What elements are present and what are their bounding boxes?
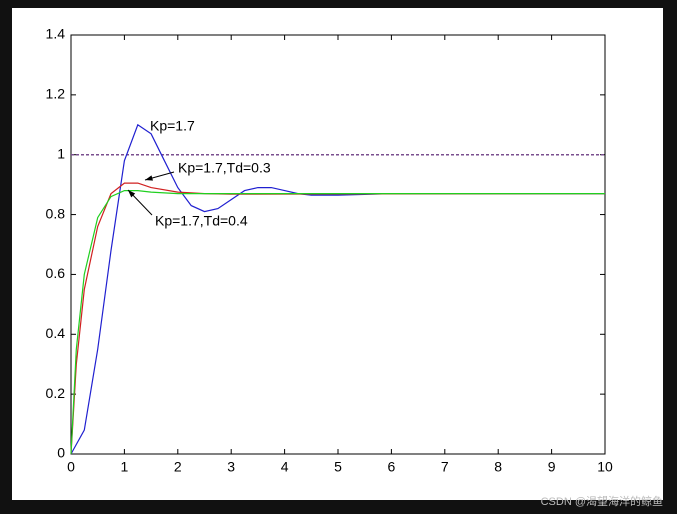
annotation-arrowhead	[128, 190, 136, 198]
x-tick-label: 8	[494, 459, 502, 475]
watermark: CSDN @渴望海洋的鲸鱼	[541, 494, 663, 508]
line-series	[70, 123, 605, 455]
x-tick-label: 5	[334, 459, 342, 475]
x-tick-label: 7	[441, 459, 449, 475]
x-tick-label: 4	[281, 459, 289, 475]
x-tick-label: 0	[67, 459, 75, 475]
x-tick-label: 3	[227, 459, 235, 475]
annotation: Kp=1.7	[150, 118, 195, 134]
line-series	[70, 190, 605, 455]
x-tick-label: 6	[388, 459, 396, 475]
plot-frame	[70, 34, 606, 455]
y-tick-label: 0.2	[46, 385, 66, 401]
annotation-arrowhead	[145, 175, 153, 181]
x-tick-label: 1	[121, 459, 129, 475]
y-tick-label: 0.4	[46, 325, 66, 341]
annotation: Kp=1.7,Td=0.3	[178, 160, 271, 176]
y-tick-label: 0.8	[46, 205, 66, 221]
y-tick-label: 0	[57, 445, 65, 461]
annotation: Kp=1.7,Td=0.4	[155, 213, 248, 229]
x-tick-label: 10	[597, 459, 613, 475]
x-tick-label: 2	[174, 459, 182, 475]
y-tick-label: 1	[57, 145, 65, 161]
y-tick-label: 0.6	[46, 265, 66, 281]
y-tick-label: 1.4	[46, 26, 66, 42]
x-tick-label: 9	[548, 459, 556, 475]
y-tick-label: 1.2	[46, 86, 66, 102]
